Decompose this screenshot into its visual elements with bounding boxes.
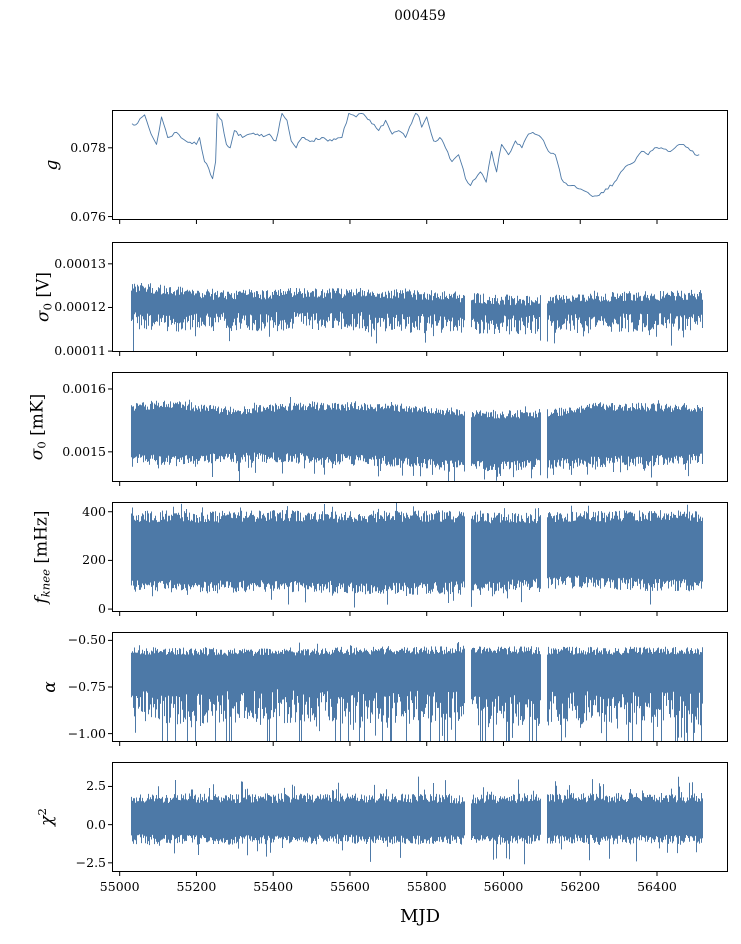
x-tick-label: 55200 (176, 879, 217, 894)
noise-band (131, 397, 703, 482)
panel-fknee-plot (108, 502, 728, 616)
noise-band (131, 642, 703, 742)
x-tick-label: 56000 (483, 879, 524, 894)
y-axis-label-part: [V] (33, 272, 54, 303)
panel-sigma0-mk-plot (108, 372, 728, 486)
y-tick-label: −0.50 (67, 632, 106, 648)
y-tick-label: 0.00012 (54, 299, 106, 315)
y-tick-label: 400 (82, 503, 106, 519)
x-tick-label: 56200 (560, 879, 601, 894)
y-tick-label: −0.75 (67, 679, 106, 694)
y-tick-label: 0 (98, 601, 106, 617)
y-tick-label: 200 (82, 552, 106, 568)
y-tick-label: 0.00013 (54, 255, 106, 271)
y-tick-label: 0.0 (86, 816, 106, 832)
figure-title: 000459 (394, 8, 446, 24)
panel-chi2: χ2 −2.5 0.0 2.5 (0, 762, 741, 876)
panel-sigma0-mk: σ0 [mK] 0.0015 0.0016 (0, 372, 741, 486)
panel-fknee: fknee [mHz] 0 200 400 (0, 502, 741, 616)
y-axis-label-part: knee (38, 569, 53, 598)
x-axis-label: MJD (399, 906, 441, 927)
panel-alpha: α −1.00 −0.75 −0.50 (0, 632, 741, 746)
panel-alpha-plot (108, 632, 728, 746)
y-axis-label-part: [mK] (27, 393, 48, 442)
series-line (131, 112, 700, 197)
y-axis-label-part: g (42, 159, 62, 171)
panel-sigma0-v: σ0 [V] 0.00011 0.00012 0.00013 (0, 242, 741, 358)
y-tick-label: 0.0015 (62, 443, 106, 459)
y-tick-label: 2.5 (86, 778, 106, 794)
y-tick-label: 0.078 (70, 139, 106, 155)
noise-band (131, 283, 703, 352)
x-tick-label: 55000 (99, 879, 140, 894)
x-tick-label: 55600 (330, 879, 370, 894)
y-tick-label: −2.5 (75, 854, 106, 870)
noise-band (131, 776, 703, 865)
y-axis-label-g: g (42, 160, 62, 171)
panel-g: g 0.076 0.078 (0, 110, 741, 224)
y-tick-label: −1.00 (67, 725, 106, 741)
panel-chi2-plot (108, 762, 728, 876)
x-tick-label: 55800 (406, 879, 447, 894)
y-tick-label: 0.00011 (54, 343, 106, 359)
y-tick-label: 0.0016 (62, 380, 106, 396)
y-axis-label-sigma0-v: σ0 [V] (33, 272, 54, 322)
panel-sigma0-v-plot (108, 242, 728, 356)
y-tick-label: 0.076 (70, 208, 106, 224)
panel-g-plot (108, 110, 728, 224)
y-axis-label-part: 2 (35, 808, 50, 816)
x-tick-label: 55400 (253, 879, 294, 894)
x-tick-label: 56400 (637, 879, 677, 894)
noise-band (131, 502, 703, 608)
